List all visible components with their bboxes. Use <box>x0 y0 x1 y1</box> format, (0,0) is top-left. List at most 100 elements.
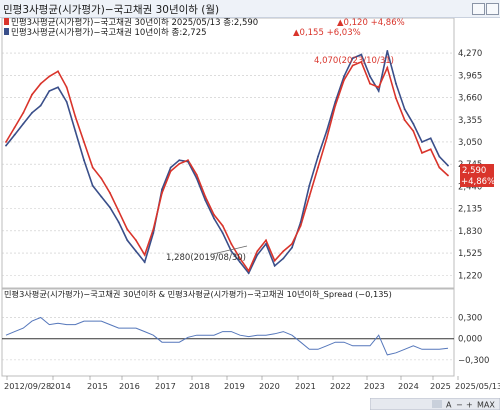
scroll-a-label[interactable]: A <box>446 401 452 410</box>
y-tick-label: 3,050 <box>458 138 482 148</box>
series-30yr-point <box>83 141 85 143</box>
series-30yr-point <box>39 82 42 85</box>
series-10yr-point <box>48 90 51 92</box>
series-10yr-point <box>447 164 449 167</box>
series-10yr-point <box>273 264 276 267</box>
last-pct-badge <box>460 175 494 187</box>
y-tick-label: 1,830 <box>458 227 482 237</box>
upper-panel: 4,2703,9653,6603,3553,0502,7452,4402,135… <box>1 18 495 289</box>
chart-area[interactable]: 4,2703,9653,6603,3553,0502,7452,4402,135… <box>0 18 500 410</box>
y-tick-label: 0,300 <box>458 314 482 324</box>
series-30yr-point <box>13 126 16 129</box>
series-10yr-point <box>351 57 354 60</box>
series-10yr-point <box>22 122 25 125</box>
lower-gridlines <box>2 317 454 361</box>
series-30yr-point <box>143 253 146 256</box>
min-annotation: 1,280(2019/08/30) <box>166 253 246 263</box>
series-10yr-point <box>204 199 207 202</box>
series-30yr-point <box>100 177 103 180</box>
series-30yr-point <box>421 151 423 154</box>
series-30yr-point <box>22 111 25 114</box>
series-10yr-point <box>386 50 389 52</box>
x-tick-label: 2020 <box>259 381 280 391</box>
series-30yr-point <box>109 192 111 194</box>
series-30yr-point <box>377 86 380 89</box>
series-30yr-point <box>213 213 215 216</box>
series-10yr-point <box>126 239 129 242</box>
y-tick-label: 2,135 <box>458 205 482 215</box>
legend-series-30yr: 민평3사평균(시가평가)−국고채권 30년이하 2025/05/13 종:2,5… <box>11 18 258 28</box>
y-tick-label: 3,355 <box>458 116 482 126</box>
y-tick-label: 2,440 <box>458 182 482 192</box>
legend-series-30yr-change: ▲0,120 +4,86% <box>337 18 405 28</box>
series-30yr-point <box>308 195 311 198</box>
series-30yr-point <box>91 166 94 169</box>
series-30yr-point <box>360 60 363 63</box>
series-30yr-point <box>386 66 389 69</box>
series-30yr-point <box>265 239 267 242</box>
series-10yr-point <box>360 53 363 56</box>
series-10yr-point <box>256 253 259 256</box>
restore-button[interactable] <box>472 3 485 15</box>
spread-line <box>5 316 449 356</box>
series-30yr-point <box>403 119 406 122</box>
series-10yr-point <box>31 111 33 114</box>
legend-series-10yr-change: ▲0,155 +6,03% <box>293 28 361 38</box>
scroll-thumb[interactable] <box>432 400 442 408</box>
series-10yr-point <box>187 160 189 163</box>
series-30yr-point <box>204 195 207 198</box>
close-button[interactable] <box>486 3 499 15</box>
y-tick-label: 1,525 <box>458 249 482 259</box>
series-10yr-point <box>74 130 77 132</box>
series-10yr-point <box>343 75 345 78</box>
series-30yr-point <box>325 137 328 140</box>
series-30yr-point <box>317 166 319 169</box>
y-tick-label: 3,965 <box>458 71 482 81</box>
series-30yr-point <box>31 93 33 96</box>
y-tick-label: 4,270 <box>458 49 482 59</box>
series-10yr-point <box>109 206 111 209</box>
scroll-max-label[interactable]: MAX <box>477 401 495 410</box>
series-10yr-point <box>247 272 250 274</box>
window-title: 민평3사평균(시가평가)−국고채권 30년이하 (월) <box>3 4 220 16</box>
series-10yr-point <box>438 155 441 158</box>
series-points <box>5 50 449 274</box>
series-10yr-point <box>195 177 198 180</box>
last-value-badge <box>460 164 494 176</box>
lower-plot-frame <box>1 288 455 377</box>
y-tick-label: 3,660 <box>458 94 482 104</box>
series-10yr-point <box>143 261 146 264</box>
scroll-plus-icon[interactable]: + <box>466 401 473 410</box>
scroll-minus-icon[interactable]: − <box>456 401 463 410</box>
series-30yr-point <box>74 115 77 118</box>
series-30yr-point <box>334 104 337 107</box>
y-tick-label: 1,220 <box>458 271 482 281</box>
series-10yr-point <box>169 166 172 169</box>
series-30yr-point <box>195 173 198 176</box>
series-30yr-point <box>351 64 354 67</box>
legend-red-swatch <box>4 18 9 25</box>
x-tick-label: 2022 <box>330 381 351 391</box>
series-30yr-point <box>412 130 415 132</box>
lower-panel: 0,300 0,000 −0,300 민평3사평균(시가평가)−국고채권 30년이하… <box>1 288 489 377</box>
x-tick-label: 2021 <box>295 381 316 391</box>
series-30yr-point <box>438 166 441 169</box>
series-10yr-point <box>230 250 233 253</box>
series-30yr-point <box>161 192 163 194</box>
x-tick-label: 2025/05/13 <box>455 381 500 391</box>
min-annotation-leader <box>212 245 248 255</box>
series-10yr-point <box>317 155 319 158</box>
series-10yr-line <box>5 50 449 275</box>
x-tick-label: 2014 <box>50 381 71 391</box>
series-30yr-point <box>447 174 449 177</box>
series-10yr-point <box>57 86 59 89</box>
series-30yr-line <box>5 60 449 273</box>
last-value-label: 2,590 <box>462 166 486 176</box>
series-30yr-point <box>256 250 259 253</box>
series-30yr-point <box>429 148 432 151</box>
scrollbar[interactable]: A − + MAX <box>370 398 500 410</box>
series-30yr-point <box>395 97 397 100</box>
series-30yr-point <box>187 159 189 162</box>
series-10yr-point <box>221 232 224 234</box>
